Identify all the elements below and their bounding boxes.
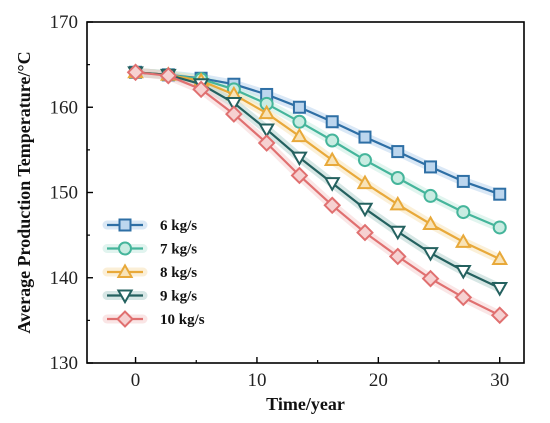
y-tick-label: 170 [50,12,79,33]
y-tick-label: 140 [50,268,79,289]
legend-item: 7 kg/s [102,241,197,258]
data-point [491,282,509,297]
legend-label: 6 kg/s [160,218,197,234]
y-axis-title: Average Production Temperature/°C [14,51,34,333]
legend-label: 10 kg/s [160,312,205,328]
data-point [292,114,307,129]
data-point [323,196,342,215]
legend: 6 kg/s 7 kg/s 8 kg/s 9 kg/s 10 kg/s [102,218,205,328]
data-point [356,223,374,242]
x-tick-label: 0 [131,370,141,391]
x-axis-title: Time/year [266,394,345,414]
legend-item: 8 kg/s [102,263,197,281]
data-point [389,225,407,241]
data-point [456,205,471,220]
data-point [192,80,210,99]
data-point [356,174,374,190]
data-point [225,105,243,123]
data-point [159,66,178,85]
legend-item: 9 kg/s [102,289,197,305]
data-point [391,145,405,159]
data-point [258,104,275,120]
legend-marker [118,241,132,256]
data-point [423,188,438,203]
data-point [292,100,306,114]
data-point [357,153,372,168]
data-point [422,247,439,262]
series-5 [126,63,509,325]
data-point [421,269,440,288]
legend-label: 8 kg/s [160,265,197,281]
data-point [490,306,509,325]
data-point [422,215,439,230]
legend-marker [116,310,134,328]
y-tick-label: 150 [50,183,79,204]
data-point [325,133,340,148]
data-point [291,151,308,167]
x-tick-label: 20 [369,370,388,391]
y-tick-label: 160 [50,97,79,118]
legend-marker [116,289,134,305]
data-point [323,151,341,167]
data-point [290,166,309,185]
x-tick-label: 30 [490,370,509,391]
data-point [323,177,341,192]
data-point [454,264,472,280]
series-3 [127,63,509,265]
legend-label: 9 kg/s [160,289,197,305]
data-point [424,160,438,174]
data-point [454,288,473,307]
axis-ticks: 0 10 20 30 130 140 150 160 170 [50,12,510,391]
data-point [257,134,276,152]
data-point [258,123,275,139]
data-point [492,220,507,235]
legend-marker [116,263,134,278]
series-layer [126,63,509,325]
data-point [454,233,472,248]
legend-marker [118,218,132,232]
legend-item: 6 kg/s [102,218,197,234]
data-point [356,202,374,218]
data-point [358,130,372,144]
x-tick-label: 10 [247,370,266,391]
legend-label: 7 kg/s [160,242,197,258]
data-point [291,127,308,143]
data-point [325,115,339,129]
data-point [491,250,509,265]
data-point [126,63,145,82]
data-point [389,195,407,211]
data-point [390,171,405,186]
legend-item: 10 kg/s [102,310,205,328]
data-point [456,174,470,188]
data-point [493,187,507,201]
data-point [225,97,243,112]
data-point [388,247,407,266]
y-tick-label: 130 [50,353,79,374]
